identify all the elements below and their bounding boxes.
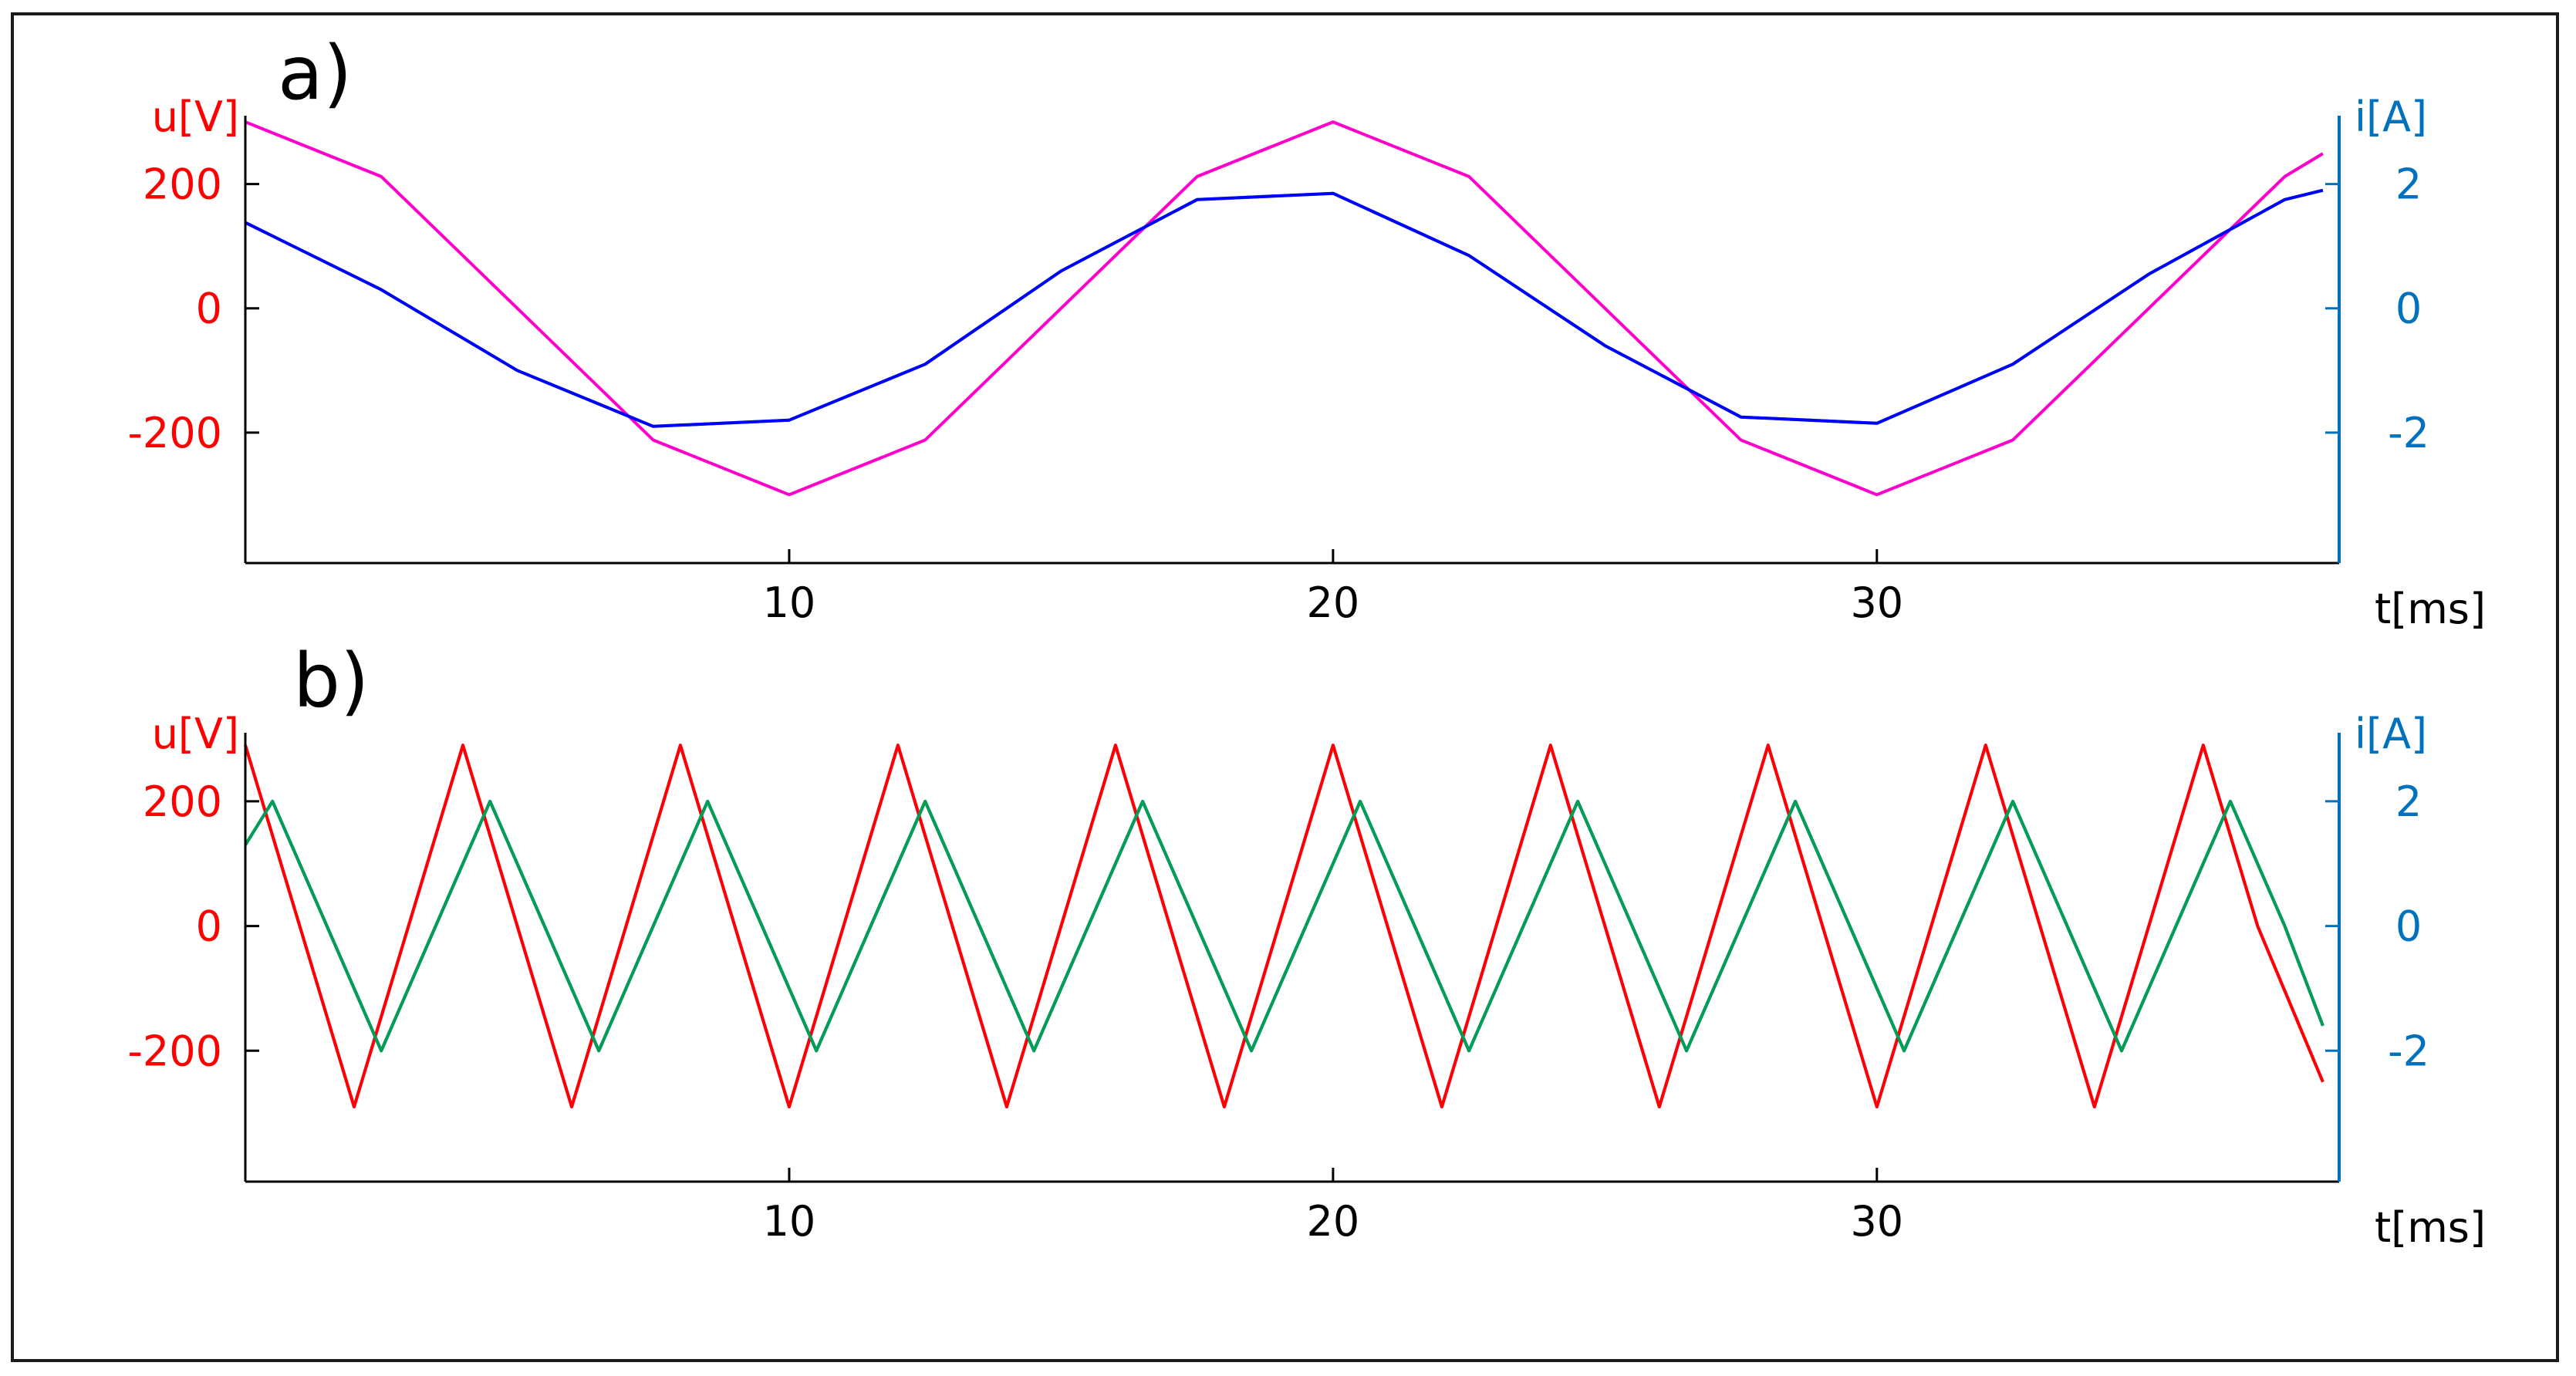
panel-b-y-left-tick-label-1: 0: [196, 902, 222, 951]
panel-a-y-left-tick-label-0: 200: [143, 160, 222, 209]
panel-b-y-left-axis-title: u[V]: [152, 710, 239, 758]
panel-a-label: a): [278, 30, 352, 116]
panel-b-y-right-tick-label-0: 2: [2395, 777, 2422, 826]
panel-b-x-tick-label-1: 20: [1307, 1197, 1360, 1246]
panel-a-y-left-tick-label-1: 0: [196, 285, 222, 333]
panel-a-y-right-axis-title: i[A]: [2355, 93, 2427, 141]
panel-a-series-2-line: [245, 188, 2324, 428]
panel-b-x-tick-label-0: 10: [763, 1197, 816, 1246]
panel-b-series-3-line: [244, 799, 2324, 1053]
figure-frame: [11, 12, 2559, 1362]
panel-a-y-right-tick-label-0: 2: [2395, 160, 2422, 209]
panel-a-y-left-tick-label-2: -200: [127, 409, 222, 457]
panel-a-series-1-line: [245, 188, 2324, 428]
panel-b-y-right-tick-label-1: 0: [2395, 902, 2422, 951]
panel-b-label: b): [293, 638, 369, 724]
panel-a-y-right-tick-label-1: 0: [2395, 285, 2422, 333]
panel-b-y-right-axis-title: i[A]: [2355, 710, 2427, 758]
panel-b-x-axis-title: t[ms]: [2375, 1203, 2486, 1252]
panel-a-x-tick-label-1: 20: [1307, 578, 1360, 627]
panel-b-series-1-line: [244, 744, 2324, 1108]
panel-a-x-tick-label-0: 10: [763, 578, 816, 627]
panel-a-x-tick-label-2: 30: [1850, 578, 1903, 627]
panel-b-y-left-tick-label-0: 200: [143, 777, 222, 826]
panel-a-x-axis-title: t[ms]: [2375, 585, 2486, 633]
panel-a-y-left-axis-title: u[V]: [152, 93, 239, 141]
panel-b-y-left-tick-label-2: -200: [127, 1027, 222, 1075]
panel-b-x-tick-label-2: 30: [1850, 1197, 1903, 1246]
panel-b-series-2-line: [244, 799, 2324, 1053]
panel-b-y-right-tick-label-2: -2: [2388, 1027, 2429, 1075]
panel-a-y-right-tick-label-2: -2: [2388, 409, 2429, 457]
panel-a-series-0-line: [245, 120, 2324, 497]
